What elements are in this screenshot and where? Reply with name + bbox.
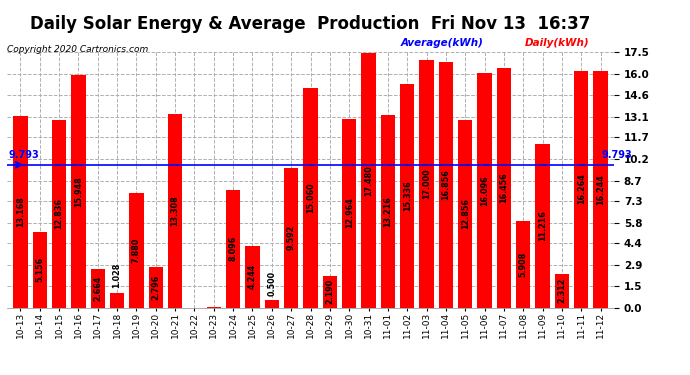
Text: 12.836: 12.836 xyxy=(55,198,63,230)
Text: 2.796: 2.796 xyxy=(151,274,160,300)
Bar xyxy=(13,116,28,308)
Text: 16.856: 16.856 xyxy=(442,170,451,200)
Bar xyxy=(362,53,376,307)
Bar xyxy=(264,300,279,307)
Bar xyxy=(400,84,415,308)
Text: 9.793: 9.793 xyxy=(9,150,39,160)
Text: 9.793: 9.793 xyxy=(602,150,632,160)
Text: 4.244: 4.244 xyxy=(248,264,257,289)
Bar xyxy=(148,267,163,308)
Bar xyxy=(555,274,569,308)
Bar xyxy=(497,68,511,308)
Bar xyxy=(439,62,453,308)
Text: 0.500: 0.500 xyxy=(267,271,276,296)
Text: 16.096: 16.096 xyxy=(480,175,489,206)
Text: 7.880: 7.880 xyxy=(132,237,141,263)
Text: 5.908: 5.908 xyxy=(519,252,528,277)
Bar xyxy=(477,73,492,308)
Text: 9.592: 9.592 xyxy=(286,225,295,250)
Text: Daily Solar Energy & Average  Production  Fri Nov 13  16:37: Daily Solar Energy & Average Production … xyxy=(30,15,591,33)
Text: Copyright 2020 Cartronics.com: Copyright 2020 Cartronics.com xyxy=(7,45,148,54)
Bar xyxy=(381,115,395,308)
Bar xyxy=(593,71,608,308)
Bar xyxy=(226,189,240,308)
Bar xyxy=(168,114,182,308)
Text: 16.456: 16.456 xyxy=(500,172,509,203)
Text: 13.216: 13.216 xyxy=(384,196,393,226)
Text: 2.312: 2.312 xyxy=(558,278,566,303)
Text: Daily(kWh): Daily(kWh) xyxy=(524,38,589,48)
Text: 2.190: 2.190 xyxy=(326,279,335,304)
Text: 2.664: 2.664 xyxy=(93,276,102,301)
Text: Average(kWh): Average(kWh) xyxy=(400,38,483,48)
Text: 16.264: 16.264 xyxy=(577,174,586,204)
Text: 1.028: 1.028 xyxy=(112,263,121,288)
Bar xyxy=(284,168,298,308)
Bar xyxy=(516,221,531,308)
Bar xyxy=(458,120,473,308)
Bar xyxy=(110,292,124,308)
Text: 12.856: 12.856 xyxy=(461,198,470,229)
Text: 15.948: 15.948 xyxy=(74,176,83,207)
Text: 11.216: 11.216 xyxy=(538,210,547,241)
Text: 13.168: 13.168 xyxy=(16,196,25,227)
Text: 17.000: 17.000 xyxy=(422,168,431,199)
Bar xyxy=(535,144,550,308)
Text: 5.156: 5.156 xyxy=(35,257,44,282)
Bar xyxy=(342,118,357,308)
Bar xyxy=(245,246,259,308)
Text: 8.096: 8.096 xyxy=(228,236,237,261)
Bar xyxy=(32,232,47,308)
Bar xyxy=(129,193,144,308)
Bar xyxy=(323,276,337,308)
Bar xyxy=(71,75,86,307)
Text: 16.244: 16.244 xyxy=(596,174,605,204)
Text: 15.336: 15.336 xyxy=(403,180,412,211)
Bar xyxy=(90,268,105,308)
Bar xyxy=(574,70,589,308)
Text: 15.060: 15.060 xyxy=(306,183,315,213)
Text: 17.480: 17.480 xyxy=(364,165,373,195)
Bar xyxy=(420,60,434,308)
Bar xyxy=(206,307,221,308)
Text: 12.964: 12.964 xyxy=(345,198,354,228)
Bar xyxy=(303,88,318,308)
Text: 13.308: 13.308 xyxy=(170,195,179,226)
Bar xyxy=(52,120,66,308)
